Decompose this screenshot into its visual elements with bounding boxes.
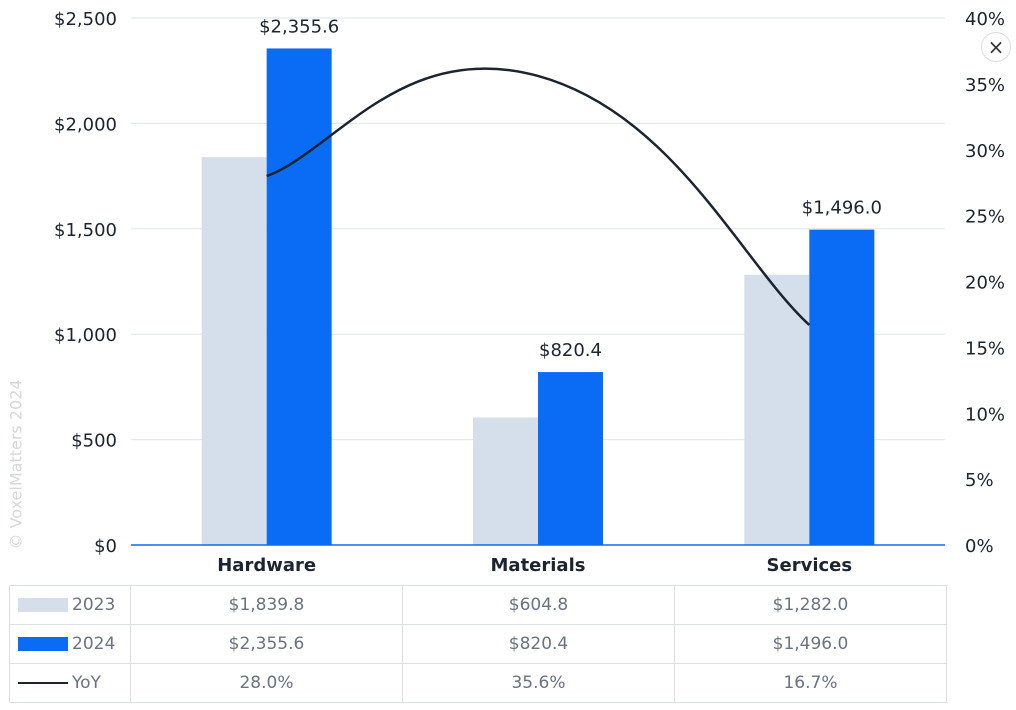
legend-line-yoy: [18, 682, 68, 684]
close-icon: ×: [987, 35, 1005, 59]
data-label: $2,355.6: [259, 16, 339, 37]
y2-tick-label: 0%: [965, 536, 994, 557]
table-cell: $1,496.0: [674, 624, 947, 664]
y2-tick-label: 40%: [965, 9, 1005, 30]
y-tick-label: $0: [94, 536, 117, 557]
y-tick-label: $2,000: [54, 114, 117, 135]
watermark: © VoxelMatters 2024: [6, 379, 26, 550]
y2-tick-label: 15%: [965, 338, 1005, 359]
y2-tick-label: 20%: [965, 273, 1005, 294]
table-cell: $1,282.0: [674, 585, 947, 625]
x-tick-label: Services: [767, 555, 853, 576]
data-table: 2023 $1,839.8 $604.8 $1,282.0 2024 $2,35…: [9, 585, 947, 703]
legend-label: YoY: [72, 673, 101, 693]
bar-2023: [201, 157, 267, 545]
x-tick-label: Materials: [491, 555, 586, 576]
data-label: $1,496.0: [802, 198, 882, 219]
table-row: 2023 $1,839.8 $604.8 $1,282.0: [9, 585, 947, 625]
y2-tick-label: 10%: [965, 404, 1005, 425]
y2-tick-label: 35%: [965, 75, 1005, 96]
bar-2024: [538, 372, 603, 545]
legend-swatch-2024: [18, 637, 68, 651]
table-cell: 16.7%: [674, 663, 947, 703]
close-button[interactable]: ×: [981, 32, 1011, 62]
legend-label: 2023: [72, 595, 116, 615]
y2-tick-label: 25%: [965, 207, 1005, 228]
legend-swatch-2023: [18, 598, 68, 612]
x-tick-label: Hardware: [217, 555, 316, 576]
y2-tick-label: 5%: [965, 470, 994, 491]
bar-2023: [473, 417, 538, 545]
data-label: $820.4: [539, 340, 602, 361]
table-cell: $2,355.6: [130, 624, 403, 664]
combo-chart: $0 $500 $1,000 $1,500 $2,000 $2,500 0% 5% 10% 15%…: [54, 9, 1005, 576]
table-cell: $604.8: [402, 585, 675, 625]
legend-label: 2024: [72, 634, 116, 654]
y2-tick-label: 30%: [965, 141, 1005, 162]
table-cell: $820.4: [402, 624, 675, 664]
table-cell: 28.0%: [130, 663, 403, 703]
y-tick-label: $2,500: [54, 9, 117, 30]
table-cell: $1,839.8: [130, 585, 403, 625]
y-tick-label: $1,000: [54, 325, 117, 346]
yoy-line: [266, 67, 811, 326]
y-tick-label: $500: [71, 431, 117, 452]
table-row: 2024 $2,355.6 $820.4 $1,496.0: [9, 624, 947, 664]
table-row: YoY 28.0% 35.6% 16.7%: [9, 663, 947, 703]
bar-2024: [809, 229, 875, 546]
y-tick-label: $1,500: [54, 220, 117, 241]
table-cell: 35.6%: [402, 663, 675, 703]
bar-2023: [744, 274, 810, 545]
bar-2024: [266, 48, 332, 546]
